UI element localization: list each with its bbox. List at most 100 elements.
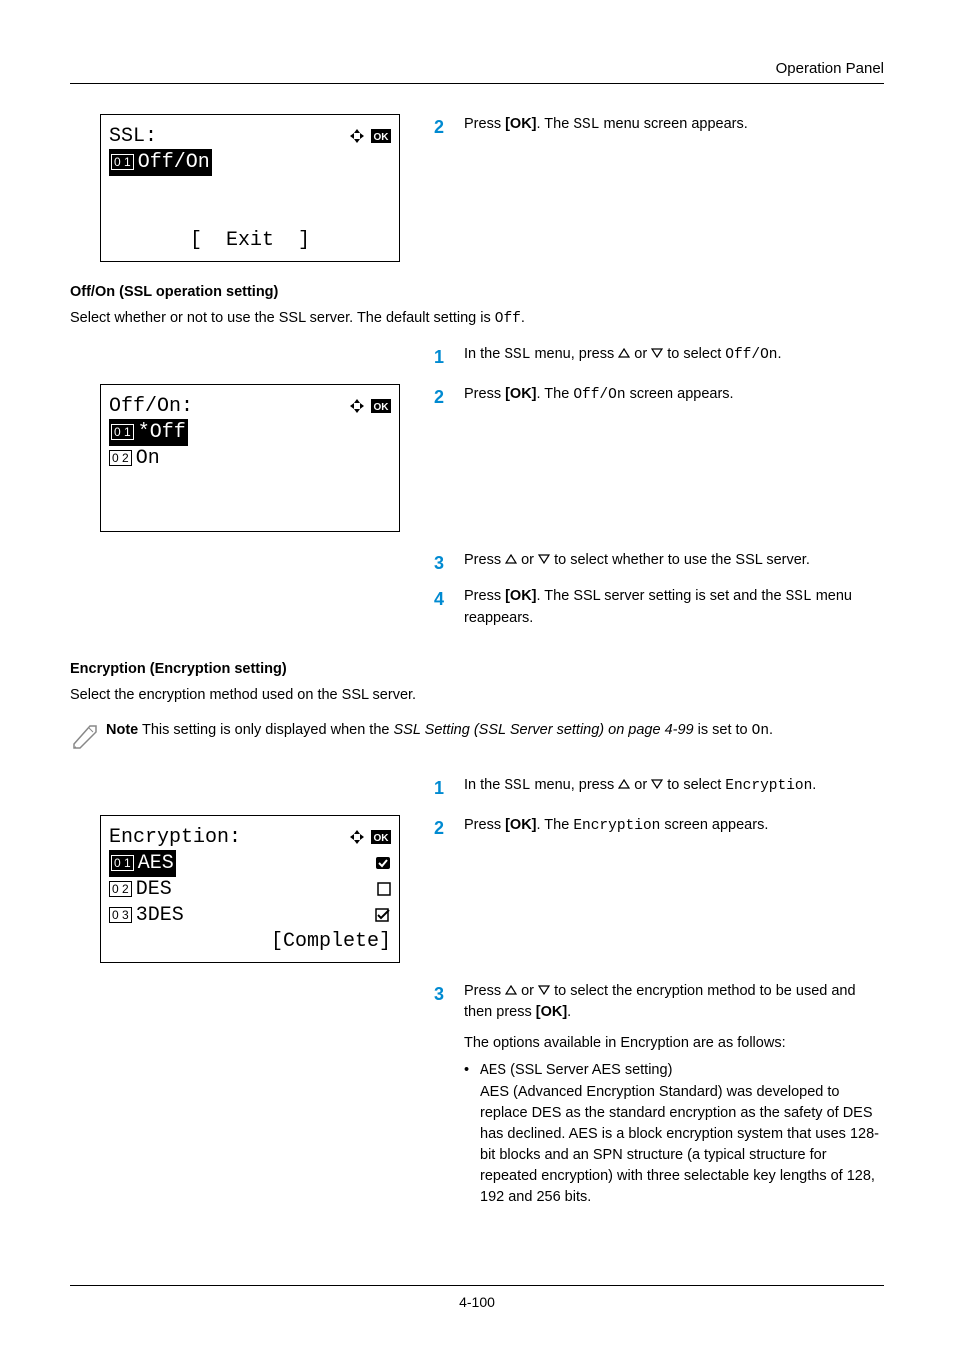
footer-rule [70,1285,884,1286]
t: screen appears. [626,386,734,402]
t: to select whether to use the SSL server. [550,552,810,568]
t: Press [464,116,505,132]
check-filled-icon [375,856,391,870]
t: Press [464,983,505,999]
triangle-down-icon [538,554,550,564]
t: . [567,1004,571,1020]
t: (SSL Server AES setting) [506,1062,672,1078]
checkbox-checked-icon [375,908,391,922]
t: menu screen appears. [599,116,747,132]
t: . [778,346,782,362]
t: to select [663,346,725,362]
t: In the [464,777,504,793]
step-3b: 3 Press or to select whether to use the … [434,550,884,576]
step-num: 1 [434,775,452,801]
triangle-up-icon [618,348,630,358]
step-num: 3 [434,550,452,576]
t: . [769,722,773,738]
lcd1-row1-idx: 0 1 [111,154,134,170]
t: or [630,777,651,793]
step-num: 2 [434,815,452,841]
bullet-aes: • AES (SSL Server AES setting) AES (Adva… [464,1060,884,1208]
bullet-dot: • [464,1060,480,1208]
lcd2-row1: 0 1*Off [109,419,188,446]
lcd3-title: Encryption: [109,824,241,851]
t: . The [537,386,574,402]
step-num: 4 [434,586,452,629]
lcd3-bottom: [Complete] [271,928,391,955]
txt: 3DES [136,902,184,929]
code: SSL [504,347,530,363]
lcd2-nav-icons: OK [347,398,391,414]
step-num: 2 [434,384,452,410]
footer: 4-100 [70,1285,884,1310]
txt: DES [136,876,172,903]
ok-label: [OK] [505,386,536,402]
svg-text:OK: OK [374,132,390,143]
svg-text:OK: OK [374,402,390,413]
lcd-encryption: Encryption: OK 0 1AES 0 2DES [100,815,400,963]
lcd1-row1-text: Off/On [138,151,210,174]
t: menu, press [530,346,618,362]
t: Press [464,588,505,604]
step-2c: 2 Press [OK]. The Encryption screen appe… [434,815,884,841]
step-1b: 1 In the SSL menu, press or to select Of… [434,344,884,370]
note-ref: SSL Setting (SSL Server setting) on page… [393,722,693,738]
t: menu, press [530,777,618,793]
step-2b: 2 Press [OK]. The Off/On screen appears. [434,384,884,410]
lcd1-bottom: [ Exit ] [190,227,310,254]
code: On [752,723,769,739]
idx: 0 1 [111,855,134,871]
txt: On [136,445,160,472]
step-1c: 1 In the SSL menu, press or to select En… [434,775,884,801]
lcd3-nav-icons: OK [347,829,391,845]
note-label: Note [106,722,138,738]
step-num: 3 [434,981,452,1208]
code: SSL [504,778,530,794]
para-offon: Select whether or not to use the SSL ser… [70,308,884,330]
heading-encryption: Encryption (Encryption setting) [70,661,884,677]
triangle-up-icon [505,554,517,564]
triangle-down-icon [538,985,550,995]
ok-label: [OK] [505,116,536,132]
header-rule [70,83,884,84]
idx: 0 1 [111,424,134,440]
t: or [517,983,538,999]
ok-label: [OK] [505,588,536,604]
idx: 0 2 [109,450,132,466]
lcd3-row2: 0 2DES [109,876,391,902]
triangle-down-icon [651,779,663,789]
t: . The SSL server setting is set and the [537,588,786,604]
lcd2-title: Off/On: [109,393,193,420]
triangle-down-icon [651,348,663,358]
lcd-offon: Off/On: OK 0 1*Off 0 2On [100,384,400,532]
page-header-title: Operation Panel [70,60,884,77]
txt: *Off [138,421,186,444]
triangle-up-icon [505,985,517,995]
aes-description: AES (Advanced Encryption Standard) was d… [480,1084,879,1205]
ok-label: [OK] [536,1004,567,1020]
options-intro: The options available in Encryption are … [464,1033,884,1054]
checkbox-empty-icon [377,882,391,896]
code: Encryption [573,818,660,834]
code: Off/On [725,347,777,363]
t: In the [464,346,504,362]
idx: 0 2 [109,881,132,897]
t: Select whether or not to use the SSL ser… [70,310,495,326]
t: or [630,346,651,362]
lcd3-row1: 0 1AES [109,850,176,877]
t: Press [464,817,505,833]
ok-label: [OK] [505,817,536,833]
t: This setting is only displayed when the [138,722,393,738]
code: Off [495,311,521,327]
t: Press [464,386,505,402]
heading-offon: Off/On (SSL operation setting) [70,284,884,300]
code: Encryption [725,778,812,794]
t: . The [537,116,574,132]
lcd3-row3: 0 33DES [109,902,391,928]
lcd1-title: SSL: [109,123,157,150]
step-4b: 4 Press [OK]. The SSL server setting is … [434,586,884,629]
lcd-ssl-menu: SSL: OK 0 1Off/On [ Exit ] [100,114,400,262]
t: to select [663,777,725,793]
t: . [812,777,816,793]
